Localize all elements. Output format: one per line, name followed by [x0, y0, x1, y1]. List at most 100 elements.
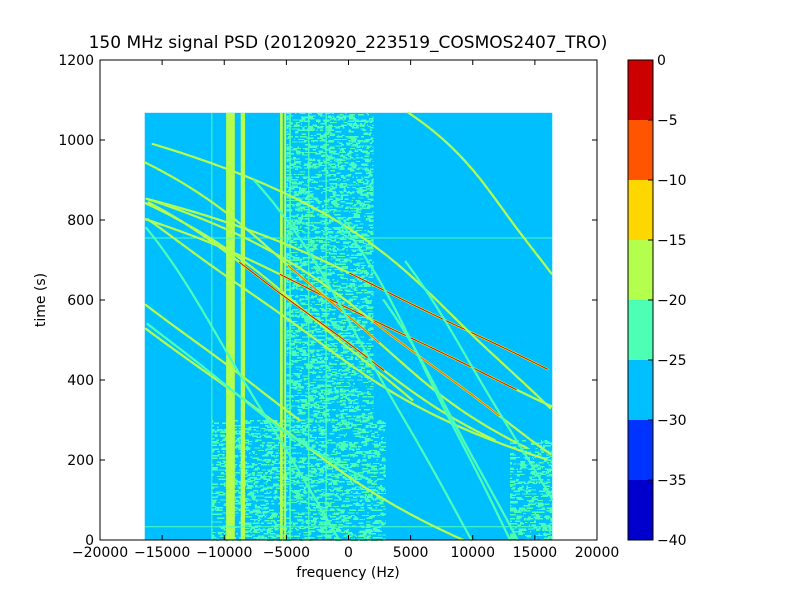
noise-pixel — [314, 490, 322, 492]
noise-pixel — [344, 246, 349, 248]
noise-pixel — [322, 119, 331, 121]
noise-pixel — [300, 289, 304, 291]
noise-pixel — [314, 318, 321, 320]
noise-pixel — [359, 500, 362, 502]
noise-pixel — [319, 255, 322, 258]
noise-pixel — [319, 297, 323, 299]
noise-pixel — [286, 379, 289, 381]
noise-pixel — [295, 205, 301, 207]
noise-pixel — [341, 335, 348, 337]
noise-pixel — [325, 530, 334, 532]
noise-pixel — [536, 511, 538, 513]
noise-pixel — [318, 368, 321, 371]
noise-pixel — [325, 405, 329, 407]
noise-pixel — [347, 225, 352, 228]
noise-pixel — [350, 446, 358, 448]
noise-pixel — [523, 510, 531, 512]
noise-pixel — [347, 153, 352, 155]
noise-pixel — [334, 320, 342, 323]
noise-pixel — [370, 270, 372, 272]
noise-pixel — [378, 427, 381, 430]
noise-pixel — [326, 494, 333, 496]
noise-pixel — [310, 176, 317, 178]
noise-pixel — [245, 503, 252, 505]
noise-pixel — [372, 153, 374, 155]
noise-pixel — [302, 538, 310, 540]
noise-pixel — [296, 498, 304, 500]
noise-pixel — [309, 151, 318, 154]
noise-pixel — [366, 274, 369, 276]
noise-pixel — [367, 507, 372, 509]
noise-pixel — [370, 198, 374, 200]
noise-pixel — [339, 394, 343, 397]
noise-pixel — [330, 166, 337, 168]
noise-pixel — [332, 371, 338, 373]
noise-pixel — [232, 483, 238, 485]
noise-pixel — [373, 444, 381, 446]
noise-pixel — [357, 180, 362, 182]
noise-pixel — [305, 507, 311, 509]
y-tick-label: 200 — [67, 453, 94, 469]
noise-pixel — [317, 436, 326, 439]
noise-pixel — [335, 197, 339, 199]
noise-pixel — [548, 527, 552, 529]
noise-pixel — [538, 482, 541, 485]
noise-pixel — [535, 505, 544, 507]
noise-pixel — [333, 350, 338, 352]
noise-pixel — [316, 361, 325, 363]
noise-pixel — [334, 396, 340, 398]
noise-pixel — [510, 463, 512, 465]
noise-pixel — [367, 231, 374, 233]
noise-pixel — [323, 491, 325, 493]
noise-pixel — [372, 116, 374, 118]
noise-pixel — [303, 453, 305, 456]
x-axis: −20000 −15000 −10000 −5000 0 5000 10000 15000 20… — [72, 60, 619, 561]
noise-pixel — [357, 140, 364, 142]
noise-pixel — [366, 465, 370, 467]
noise-pixel — [376, 486, 384, 488]
noise-pixel — [325, 455, 330, 457]
noise-pixel — [333, 175, 337, 177]
noise-pixel — [316, 404, 320, 406]
noise-pixel — [296, 167, 299, 169]
noise-pixel — [353, 203, 358, 206]
noise-pixel — [332, 193, 336, 195]
noise-pixel — [343, 423, 347, 426]
noise-pixel — [249, 518, 258, 521]
noise-pixel — [363, 381, 367, 384]
noise-pixel — [360, 163, 368, 165]
noise-pixel — [265, 448, 273, 450]
noise-pixel — [317, 384, 325, 386]
noise-pixel — [293, 124, 300, 126]
noise-pixel — [530, 531, 532, 533]
noise-pixel — [296, 258, 305, 260]
noise-pixel — [291, 324, 298, 326]
noise-pixel — [312, 164, 317, 167]
noise-pixel — [315, 240, 323, 242]
noise-pixel — [249, 511, 258, 513]
noise-pixel — [329, 529, 333, 531]
noise-pixel — [372, 405, 374, 407]
noise-pixel — [330, 258, 333, 260]
noise-pixel — [355, 157, 360, 159]
noise-pixel — [359, 429, 366, 431]
noise-pixel — [286, 400, 291, 402]
noise-pixel — [216, 517, 225, 519]
noise-pixel — [366, 538, 372, 540]
noise-pixel — [327, 167, 331, 169]
noise-pixel — [364, 438, 371, 440]
noise-pixel — [281, 525, 286, 527]
noise-pixel — [527, 489, 536, 491]
noise-pixel — [318, 362, 327, 364]
noise-pixel — [282, 534, 286, 536]
noise-pixel — [335, 164, 340, 167]
noise-pixel — [328, 124, 333, 126]
noise-pixel — [299, 527, 306, 530]
noise-pixel — [211, 508, 217, 510]
noise-pixel — [337, 274, 345, 276]
noise-pixel — [351, 244, 356, 246]
noise-pixel — [294, 315, 301, 317]
noise-pixel — [331, 112, 335, 115]
noise-pixel — [510, 494, 516, 496]
noise-pixel — [348, 391, 355, 393]
